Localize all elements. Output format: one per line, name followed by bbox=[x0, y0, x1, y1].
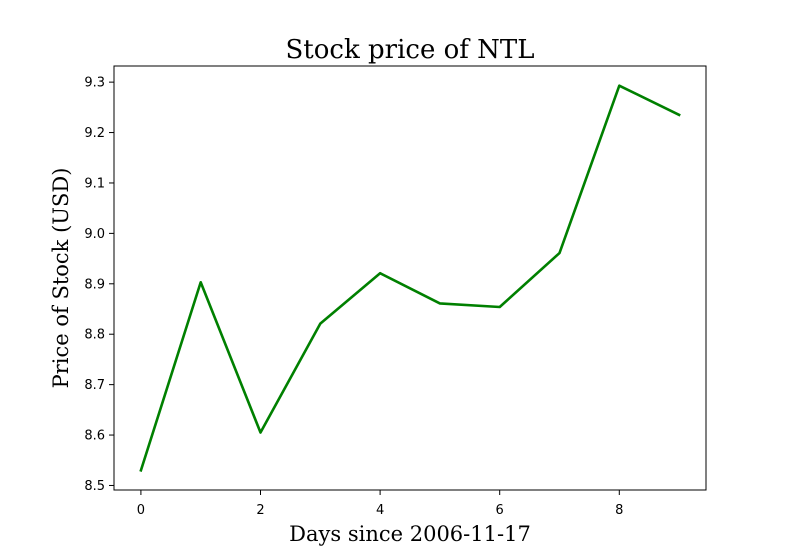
x-axis-label: Days since 2006-11-17 bbox=[289, 522, 531, 546]
y-tick-label: 8.6 bbox=[84, 429, 105, 444]
x-tick-label: 0 bbox=[137, 503, 145, 518]
y-tick-label: 9.2 bbox=[84, 126, 105, 141]
x-tick-label: 2 bbox=[256, 503, 264, 518]
plot-area bbox=[113, 65, 707, 491]
plot-frame bbox=[113, 65, 707, 491]
x-axis: 0 2 4 6 8 bbox=[137, 490, 623, 518]
x-tick-label: 8 bbox=[615, 503, 623, 518]
y-tick-label: 9.0 bbox=[84, 227, 105, 242]
y-tick-label: 9.3 bbox=[84, 76, 105, 91]
y-axis: 8.5 8.6 8.7 8.8 8.9 9.0 9.1 9.2 9.3 bbox=[84, 76, 114, 494]
x-tick-label: 6 bbox=[496, 503, 504, 518]
y-tick-label: 8.7 bbox=[84, 378, 105, 393]
x-tick-label: 4 bbox=[376, 503, 384, 518]
y-tick-label: 9.1 bbox=[84, 176, 105, 191]
y-tick-label: 8.8 bbox=[84, 328, 105, 343]
chart-title: Stock price of NTL bbox=[286, 35, 535, 65]
y-tick-label: 8.9 bbox=[84, 277, 105, 292]
series-line bbox=[139, 84, 681, 472]
y-axis-label: Price of Stock (USD) bbox=[49, 168, 73, 389]
y-tick-label: 8.5 bbox=[84, 479, 105, 494]
